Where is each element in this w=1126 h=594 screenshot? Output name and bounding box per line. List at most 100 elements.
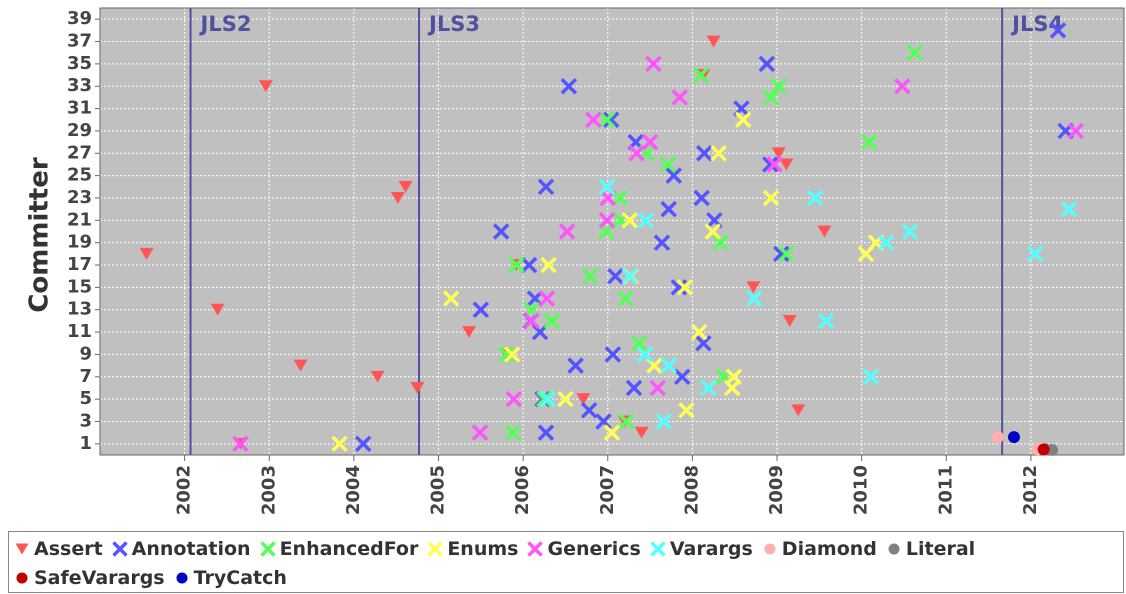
cross-marker: [700, 379, 717, 397]
cross-marker: [604, 346, 622, 363]
triangle-marker: [390, 192, 405, 204]
cross-marker: [695, 335, 712, 352]
cross-marker: [692, 66, 710, 84]
cross-marker: [537, 424, 555, 441]
x-tick-label: 2009: [766, 465, 787, 515]
x-tick-label: 2002: [174, 465, 195, 515]
y-tick-label: 19: [67, 232, 92, 253]
circle-marker: [1037, 443, 1050, 456]
cross-marker: [442, 290, 460, 307]
cross-marker: [602, 111, 620, 128]
x-tick-label: 2004: [343, 465, 364, 515]
cross-marker: [712, 234, 729, 251]
legend-label: SafeVarargs: [34, 566, 165, 589]
legend-item: Assert: [13, 534, 103, 563]
y-tick-label: 33: [67, 75, 92, 96]
legend-label: Annotation: [131, 537, 251, 560]
legend-item: TryCatch: [173, 563, 287, 592]
cross-marker: [877, 234, 895, 251]
triangle-marker: [782, 314, 797, 327]
cross-marker: [758, 55, 776, 73]
cross-marker: [762, 89, 780, 106]
legend-item: Annotation: [111, 534, 251, 563]
circle-marker: [888, 542, 900, 555]
legend-icon: [176, 571, 188, 584]
cross-marker: [628, 145, 645, 162]
plot-frame: [99, 7, 1125, 456]
legend-item: Varargs: [649, 534, 753, 563]
legend-label: Assert: [34, 537, 103, 560]
plot-area: [100, 8, 1124, 455]
y-axis-label: Committer: [25, 157, 55, 313]
cross-marker: [906, 44, 924, 61]
cross-marker: [567, 357, 584, 374]
y-tick-label: 15: [67, 276, 92, 297]
cross-marker: [543, 312, 561, 330]
cross-marker: [671, 89, 688, 106]
cross-marker: [560, 77, 578, 95]
cross-marker: [526, 290, 544, 307]
cross-marker: [539, 390, 556, 408]
cross-marker: [557, 390, 574, 408]
cross-marker: [471, 424, 489, 441]
y-tick-label: 5: [79, 388, 92, 409]
cross-marker: [650, 540, 666, 557]
cross-marker: [621, 212, 639, 229]
triangle-marker: [139, 247, 154, 260]
triangle-marker: [398, 180, 413, 193]
y-tick-label: 13: [67, 299, 92, 320]
y-tick-label: 9: [79, 343, 92, 364]
legend-icon: [650, 540, 666, 557]
y-tick-label: 7: [79, 366, 92, 387]
cross-marker: [901, 223, 919, 240]
cross-marker: [598, 212, 616, 229]
legend-icon: [15, 542, 29, 555]
triangle-marker: [771, 147, 786, 160]
triangle-marker: [15, 542, 29, 555]
legend-item: Literal: [885, 534, 975, 563]
circle-marker: [991, 431, 1004, 444]
cross-marker: [354, 435, 372, 453]
triangle-marker: [410, 382, 425, 394]
y-tick-label: 21: [67, 209, 92, 230]
cross-marker: [704, 223, 721, 240]
cross-marker: [649, 379, 666, 397]
legend-item: Enums: [426, 534, 518, 563]
legend-item: EnhancedFor: [259, 534, 418, 563]
legend-icon: [527, 540, 544, 557]
legend-icon: [259, 540, 276, 557]
cross-marker: [659, 156, 677, 173]
cross-marker: [655, 413, 672, 430]
cross-marker: [580, 402, 598, 419]
triangle-marker: [576, 393, 591, 406]
circle-marker: [1046, 444, 1059, 456]
y-tick-label: 23: [67, 187, 92, 208]
cross-marker: [674, 368, 691, 386]
legend: Assert Annotation EnhancedFor Enums Generics…: [8, 531, 1124, 593]
cross-marker: [678, 402, 695, 419]
cross-marker: [762, 189, 780, 207]
y-tick-label: 31: [67, 98, 92, 119]
release-label: JLS2: [199, 12, 252, 36]
legend-icon: [888, 542, 900, 555]
cross-marker: [472, 301, 490, 318]
cross-marker: [504, 424, 522, 441]
triangle-marker: [817, 225, 832, 238]
cross-marker: [670, 279, 688, 296]
triangle-marker: [370, 370, 385, 383]
cross-marker: [806, 189, 824, 207]
chart: Committer 135791113151719212325272931333…: [25, 7, 1125, 515]
x-tick-label: 2011: [935, 465, 956, 515]
triangle-marker: [706, 35, 721, 48]
cross-marker: [581, 267, 599, 285]
cross-marker: [621, 267, 639, 285]
cross-marker: [641, 133, 659, 151]
cross-marker: [637, 212, 655, 229]
cross-marker: [778, 245, 795, 263]
cross-marker: [745, 290, 763, 307]
y-tick-label: 1: [79, 433, 92, 454]
cross-marker: [585, 111, 602, 128]
x-tick-label: 2005: [428, 465, 449, 515]
cross-marker: [862, 368, 880, 386]
cross-marker: [770, 77, 787, 95]
